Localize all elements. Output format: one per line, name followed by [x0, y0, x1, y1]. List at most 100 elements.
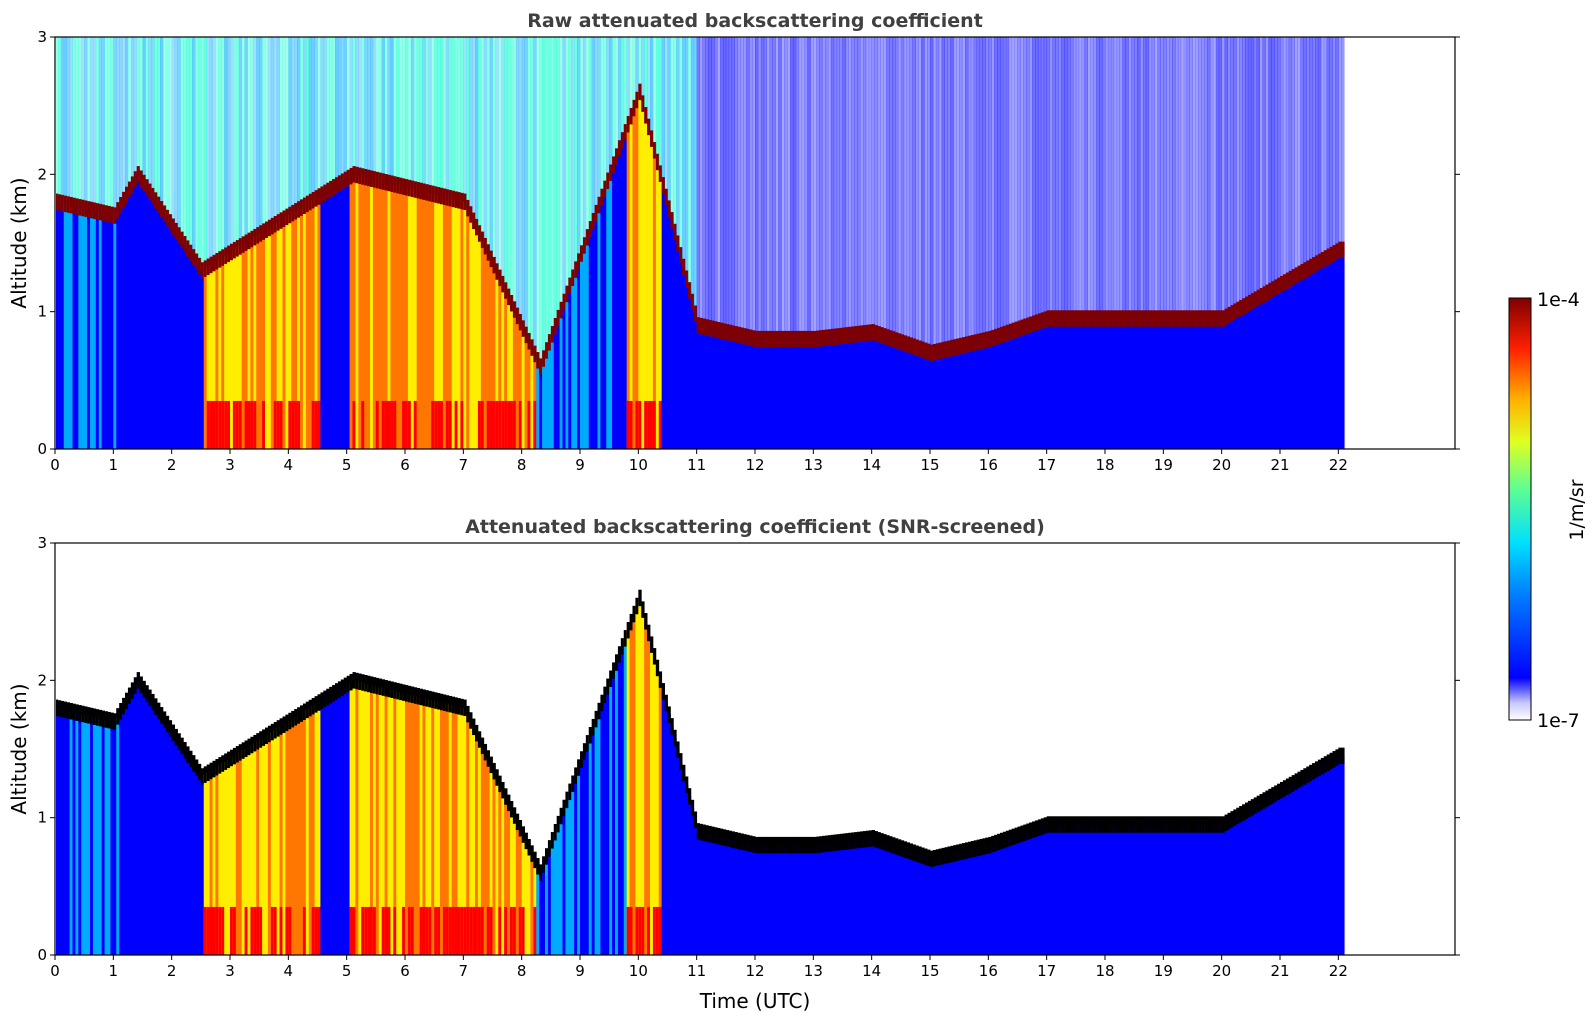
- layer-top-mark: [839, 833, 843, 851]
- layer-top-mark: [288, 206, 292, 224]
- layer-top-mark: [1317, 253, 1322, 271]
- layer-top-mark: [1148, 816, 1153, 833]
- layer-top-mark: [979, 838, 983, 856]
- noise-column: [997, 37, 1001, 337]
- surface-return: [652, 400, 657, 449]
- backscatter-column: [944, 349, 948, 449]
- backscatter-column: [650, 644, 654, 955]
- layer-top-mark: [895, 332, 899, 349]
- noise-column: [314, 37, 318, 199]
- layer-top-mark: [673, 223, 677, 241]
- backscatter-column: [1128, 824, 1132, 955]
- backscatter-column: [915, 347, 919, 449]
- backscatter-column: [623, 132, 628, 449]
- backscatter-column: [1119, 318, 1123, 449]
- y-tick-label: 2: [37, 165, 47, 183]
- layer-top-mark: [308, 193, 313, 211]
- layer-top-mark: [661, 177, 665, 194]
- layer-top-mark: [227, 751, 231, 769]
- backscatter-column: [536, 360, 540, 449]
- backscatter-column: [1020, 833, 1024, 955]
- noise-column: [714, 37, 718, 330]
- noise-column: [84, 37, 88, 209]
- layer-top-mark: [1280, 275, 1284, 293]
- backscatter-column: [297, 209, 301, 449]
- backscatter-column: [1291, 277, 1295, 449]
- noise-column: [1043, 37, 1048, 320]
- layer-top-mark: [711, 826, 715, 844]
- noise-column: [1081, 37, 1085, 319]
- backscatter-column: [690, 808, 695, 955]
- noise-column: [110, 37, 114, 215]
- backscatter-column: [300, 713, 304, 955]
- surface-return: [638, 906, 642, 955]
- layer-top-mark: [682, 764, 686, 782]
- backscatter-column: [1332, 759, 1336, 955]
- colorbar: 1e-4 1e-7 1/m/sr: [1508, 289, 1588, 732]
- backscatter-column: [460, 707, 464, 955]
- backscatter-column: [1329, 761, 1333, 955]
- layer-top-mark: [1212, 310, 1217, 327]
- layer-top-mark: [615, 148, 619, 165]
- backscatter-column: [629, 622, 633, 955]
- x-tick-label: 21: [1270, 962, 1289, 980]
- surface-return: [626, 906, 630, 955]
- layer-top-mark: [510, 294, 514, 312]
- layer-top-mark: [962, 843, 966, 860]
- noise-column: [66, 37, 70, 205]
- backscatter-column: [60, 203, 65, 449]
- surface-return: [314, 906, 318, 955]
- backscatter-column: [384, 182, 388, 449]
- backscatter-column: [1163, 824, 1167, 955]
- backscatter-column: [985, 339, 989, 449]
- layer-top-mark: [927, 849, 931, 867]
- backscatter-column: [524, 840, 528, 955]
- noise-column: [492, 37, 496, 266]
- layer-top-mark: [174, 728, 178, 746]
- backscatter-column: [212, 769, 216, 955]
- layer-top-mark: [1014, 827, 1018, 845]
- layer-top-mark: [1137, 310, 1141, 327]
- backscatter-column: [197, 772, 202, 955]
- noise-column: [1040, 37, 1045, 321]
- layer-top-mark: [787, 330, 791, 348]
- layer-top-mark: [1040, 818, 1045, 835]
- layer-top-mark: [760, 836, 765, 854]
- backscatter-column: [273, 730, 278, 955]
- noise-column: [1090, 37, 1094, 319]
- noise-column: [720, 37, 724, 331]
- backscatter-column: [1023, 326, 1027, 449]
- layer-top-mark: [871, 324, 875, 341]
- layer-top-mark: [921, 847, 925, 865]
- noise-column: [582, 37, 587, 246]
- layer-top-mark: [886, 835, 890, 852]
- backscatter-column: [1049, 824, 1053, 955]
- backscatter-column: [504, 796, 508, 955]
- layer-top-mark: [472, 212, 476, 230]
- noise-column: [1192, 37, 1196, 319]
- backscatter-column: [565, 293, 569, 449]
- backscatter-column: [87, 209, 91, 449]
- layer-top-mark: [623, 124, 628, 141]
- layer-top-mark: [1061, 816, 1065, 833]
- layer-top-mark: [130, 682, 135, 699]
- backscatter-column: [597, 711, 601, 955]
- noise-column: [60, 37, 65, 204]
- noise-column: [827, 37, 832, 338]
- noise-column: [375, 37, 380, 181]
- colorbar-unit-label: 1/m/sr: [1566, 479, 1588, 540]
- backscatter-column: [177, 741, 181, 955]
- backscatter-column: [781, 845, 785, 955]
- backscatter-column: [813, 845, 817, 955]
- surface-return: [501, 400, 505, 449]
- backscatter-column: [1297, 273, 1301, 449]
- layer-top-mark: [1175, 310, 1179, 327]
- noise-column: [778, 37, 782, 340]
- backscatter-column: [273, 224, 278, 449]
- backscatter-column: [530, 853, 534, 955]
- surface-return: [644, 400, 648, 449]
- y-tick-label: 0: [37, 440, 47, 458]
- backscatter-column: [825, 843, 829, 955]
- layer-top-mark: [294, 203, 298, 220]
- layer-top-mark: [1099, 816, 1103, 833]
